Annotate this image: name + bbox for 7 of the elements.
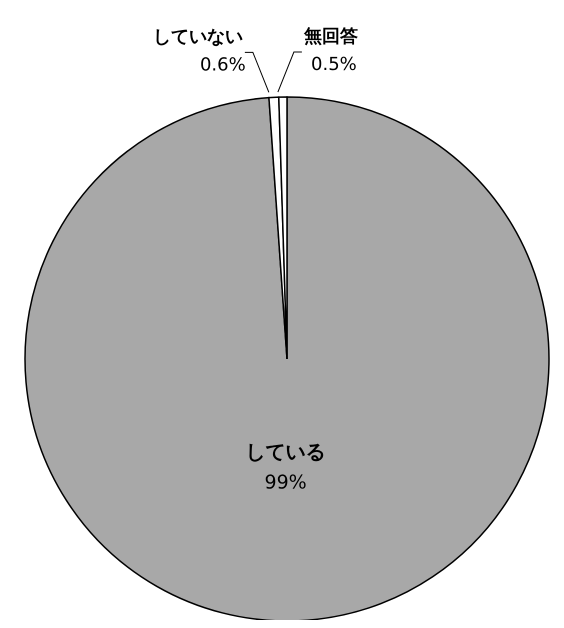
data-label: 0.6% <box>200 54 246 76</box>
slice-label: 無回答 <box>302 26 358 48</box>
pie-slice <box>24 96 550 620</box>
slice-label: している <box>246 440 326 464</box>
slice-label: していない <box>152 26 243 48</box>
data-label: 99% <box>264 472 307 494</box>
data-label: 0.5% <box>311 54 357 76</box>
